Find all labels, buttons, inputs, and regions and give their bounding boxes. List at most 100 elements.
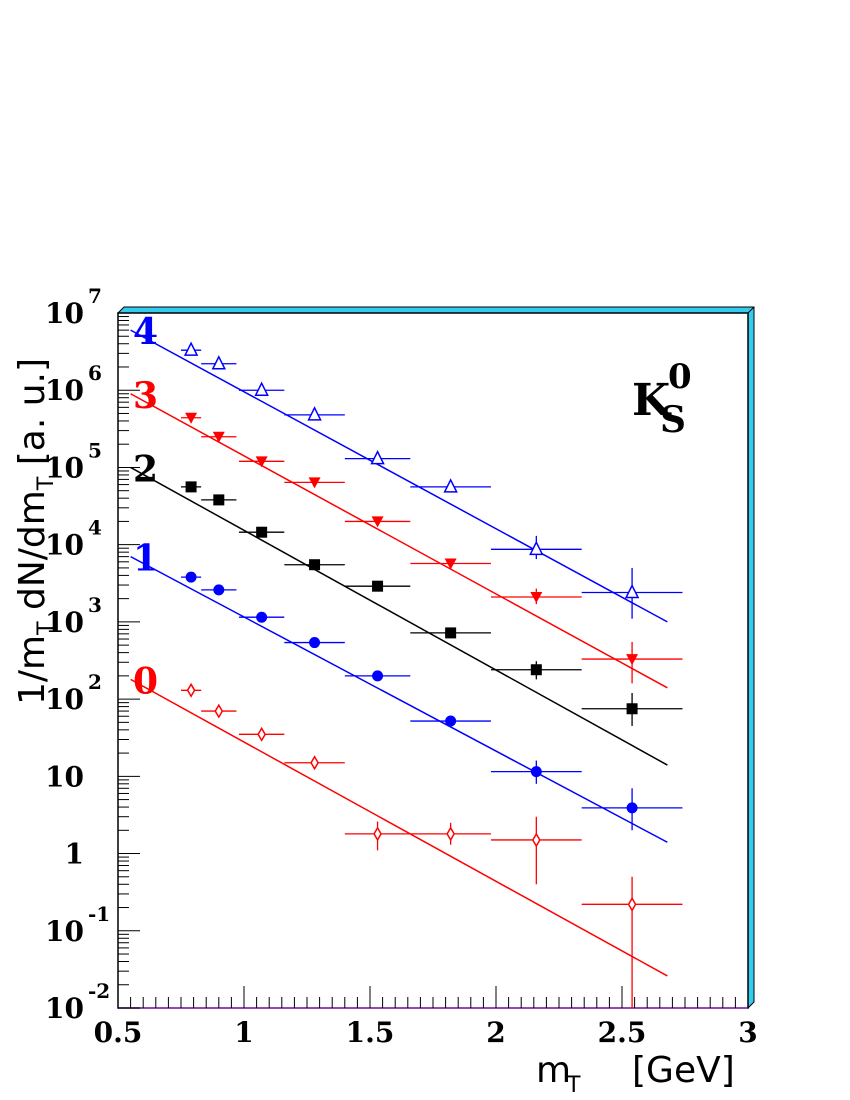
data-point bbox=[238, 456, 285, 468]
marker-triangle-down bbox=[212, 431, 225, 443]
data-point bbox=[410, 627, 491, 639]
data-point bbox=[490, 816, 582, 885]
data-point bbox=[410, 822, 491, 845]
y-tick-label: 107 bbox=[45, 284, 102, 330]
fit-line bbox=[130, 466, 668, 766]
y-axis-title-unit: [a. u.] bbox=[12, 358, 53, 477]
axes: 0.5 1 1.5 2 2.5 310-210-111010210310410510610… bbox=[45, 284, 758, 1049]
y-tick-base: 1 bbox=[65, 838, 84, 871]
y-tick-base: 10 bbox=[45, 451, 84, 484]
y-tick-label: 104 bbox=[45, 516, 102, 562]
data-point bbox=[581, 876, 683, 1008]
x-tick-label: 1.5 bbox=[346, 1016, 395, 1049]
marker-triangle-down bbox=[444, 558, 457, 570]
series-3: 3 bbox=[130, 375, 683, 689]
data-point bbox=[181, 481, 202, 493]
y-tick-exponent: -1 bbox=[88, 902, 110, 926]
particle-label-base: K bbox=[632, 375, 672, 426]
y-tick-base: 10 bbox=[45, 992, 84, 1025]
data-point bbox=[490, 535, 582, 560]
data-point bbox=[344, 580, 411, 592]
y-tick-label: 102 bbox=[45, 670, 102, 716]
data-point bbox=[181, 571, 202, 583]
y-tick-base: 10 bbox=[45, 915, 84, 948]
x-tick-label: 1 bbox=[234, 1016, 253, 1049]
series-1: 1 bbox=[130, 538, 683, 843]
data-point bbox=[410, 478, 491, 493]
y-tick-exponent: 2 bbox=[88, 670, 102, 694]
data-point bbox=[410, 558, 491, 570]
y-tick-exponent: 4 bbox=[88, 516, 102, 540]
marker-square bbox=[372, 580, 384, 592]
marker-triangle-down bbox=[371, 516, 384, 528]
data-point bbox=[344, 516, 411, 528]
marker-diamond-open bbox=[446, 826, 456, 842]
data-point bbox=[201, 494, 237, 506]
fit-line bbox=[130, 555, 668, 843]
marker-triangle-open bbox=[183, 341, 199, 356]
frame-corner-line bbox=[747, 306, 755, 314]
y-tick-label: 106 bbox=[45, 361, 102, 407]
marker-square bbox=[309, 559, 321, 571]
marker-triangle-open bbox=[624, 583, 640, 599]
x-tick-label: 2 bbox=[486, 1016, 505, 1049]
curve-label: 2 bbox=[133, 448, 158, 490]
marker-diamond-open bbox=[257, 726, 267, 742]
y-tick-base: 10 bbox=[45, 683, 84, 716]
marker-diamond-open bbox=[627, 896, 637, 912]
marker-triangle-open bbox=[370, 449, 385, 465]
particle-label-sup: 0 bbox=[668, 357, 692, 397]
marker-diamond-open bbox=[186, 682, 196, 698]
series-2: 2 bbox=[130, 448, 683, 766]
data-point bbox=[181, 341, 202, 356]
marker-triangle-down bbox=[308, 477, 321, 489]
x-axis-title-unit: [GeV] bbox=[632, 1050, 735, 1091]
marker-square bbox=[256, 526, 268, 538]
x-axis-title-sub: T bbox=[566, 1073, 581, 1098]
y-axis-title-sub1: T bbox=[34, 621, 59, 636]
marker-circle bbox=[213, 584, 225, 596]
data-point bbox=[238, 726, 285, 742]
marker-square bbox=[185, 481, 197, 493]
fit-line bbox=[130, 329, 668, 623]
y-tick-label: 10 bbox=[45, 760, 84, 793]
data-point bbox=[181, 682, 202, 698]
curve-label: 4 bbox=[133, 311, 158, 353]
fit-line bbox=[130, 393, 668, 689]
x-axis-title: m T [GeV] bbox=[536, 1050, 735, 1098]
marker-square bbox=[530, 664, 542, 676]
particle-label-sub: S bbox=[660, 399, 686, 441]
data-point bbox=[581, 567, 683, 619]
marker-triangle-open bbox=[443, 478, 458, 493]
x-axis-title-main: m bbox=[536, 1050, 571, 1091]
data-point bbox=[201, 703, 237, 719]
y-axis-title-sub2: T bbox=[34, 476, 59, 491]
marker-circle bbox=[445, 715, 457, 727]
y-tick-label: 10-2 bbox=[45, 979, 110, 1025]
data-point bbox=[238, 381, 285, 396]
data-point bbox=[284, 559, 345, 571]
data-point bbox=[344, 821, 411, 851]
marker-square bbox=[626, 703, 638, 715]
data-point bbox=[284, 477, 345, 489]
marker-triangle-down bbox=[185, 412, 198, 424]
y-tick-base: 10 bbox=[45, 374, 84, 407]
marker-circle bbox=[626, 802, 638, 814]
marker-circle bbox=[309, 637, 321, 649]
y-tick-base: 10 bbox=[45, 760, 84, 793]
y-axis-title-text: 1/mT dN/dmT [a. u.] bbox=[12, 358, 59, 705]
y-tick-exponent: 3 bbox=[88, 593, 102, 617]
data-point bbox=[238, 526, 285, 538]
marker-triangle-open bbox=[307, 406, 322, 421]
series-0: 0 bbox=[130, 660, 683, 1008]
marker-diamond-open bbox=[310, 755, 319, 771]
fit-line bbox=[130, 678, 668, 977]
data-point bbox=[581, 641, 683, 684]
x-tick-label: 3 bbox=[738, 1016, 757, 1049]
curve-label: 1 bbox=[133, 538, 158, 580]
y-tick-exponent: 7 bbox=[88, 284, 102, 308]
y-tick-label: 10-1 bbox=[45, 902, 110, 948]
marker-diamond-open bbox=[373, 826, 382, 842]
data-point bbox=[181, 412, 202, 424]
